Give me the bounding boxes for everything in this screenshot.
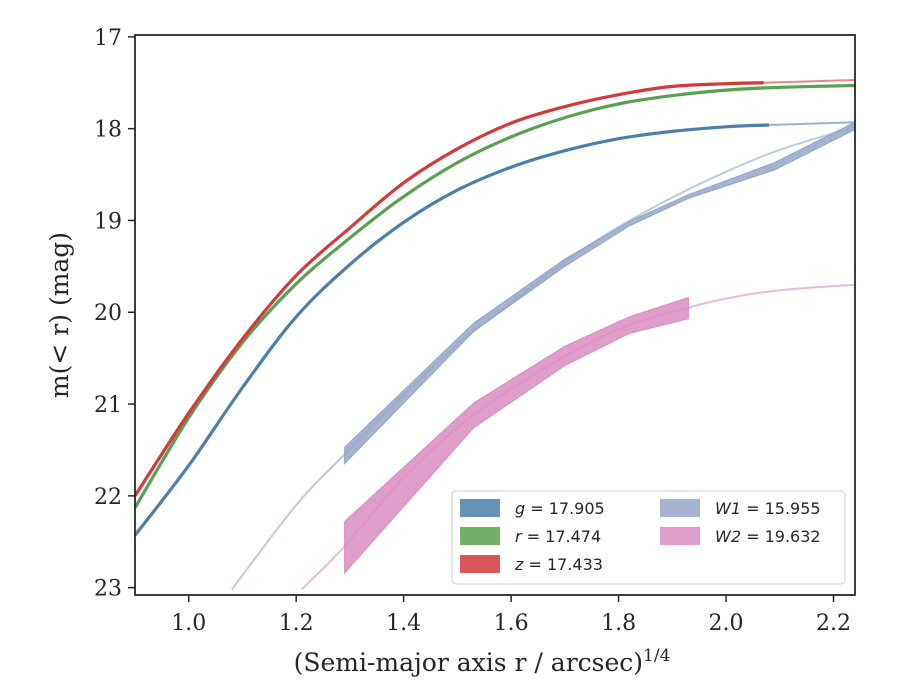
legend-label: z = 17.433	[514, 555, 603, 574]
x-tick-label: 2.2	[816, 611, 851, 636]
legend-label: r = 17.474	[515, 527, 601, 546]
y-tick-label: 22	[94, 485, 122, 510]
x-axis-label-exponent: 1/4	[643, 646, 670, 666]
legend-variable: W1	[715, 499, 741, 518]
y-tick-label: 23	[94, 577, 122, 602]
legend-variable: z	[514, 555, 524, 574]
series-g-model-curve	[768, 121, 855, 126]
y-tick-label: 17	[94, 26, 122, 51]
series-g-line	[135, 123, 770, 537]
legend-item-w2: W2 = 19.632	[660, 527, 821, 546]
legend-item-r: r = 17.474	[460, 527, 601, 546]
series-z-model-curve	[763, 79, 855, 84]
legend-value: = 17.433	[523, 555, 603, 574]
legend-swatch	[460, 527, 500, 545]
legend-swatch	[660, 499, 700, 517]
x-tick-label: 1.2	[279, 611, 314, 636]
x-tick-label: 1.6	[494, 611, 529, 636]
legend-variable: r	[515, 527, 523, 546]
x-axis-label: (Semi-major axis r / arcsec)1/4	[294, 646, 671, 677]
y-tick-label: 20	[94, 301, 122, 326]
legend-item-z: z = 17.433	[460, 555, 603, 574]
legend-value: = 17.905	[525, 499, 605, 518]
x-axis-label-main: (Semi-major axis r / arcsec)	[294, 648, 643, 677]
legend-label: W2 = 19.632	[715, 527, 821, 546]
series-z-line	[135, 81, 764, 497]
x-tick-label: 1.4	[386, 611, 421, 636]
legend-value: = 19.632	[741, 527, 821, 546]
legend-swatch	[460, 499, 500, 517]
y-tick-label: 18	[94, 118, 122, 143]
plot-frame	[134, 34, 856, 596]
legend-label: g = 17.905	[515, 499, 605, 518]
series-r-line	[135, 83, 855, 509]
legend-value: = 17.474	[522, 527, 602, 546]
series-w2-band	[344, 296, 689, 575]
legend-item-w1: W1 = 15.955	[660, 499, 821, 518]
y-tick-label: 21	[94, 393, 122, 418]
series-w1-band	[344, 121, 855, 465]
x-tick-label: 1.0	[171, 611, 206, 636]
legend-variable: W2	[715, 527, 741, 546]
legend-item-g: g = 17.905	[460, 499, 605, 518]
legend-variable: g	[515, 499, 525, 518]
legend-label: W1 = 15.955	[715, 499, 821, 518]
y-axis-label: m(< r) (mag)	[45, 232, 74, 398]
y-tick-label: 19	[94, 209, 122, 234]
legend-frame	[451, 490, 846, 585]
legend-swatch	[660, 527, 700, 545]
legend-swatch	[460, 555, 500, 573]
legend-value: = 15.955	[741, 499, 821, 518]
x-tick-label: 2.0	[709, 611, 744, 636]
x-tick-label: 1.8	[601, 611, 636, 636]
